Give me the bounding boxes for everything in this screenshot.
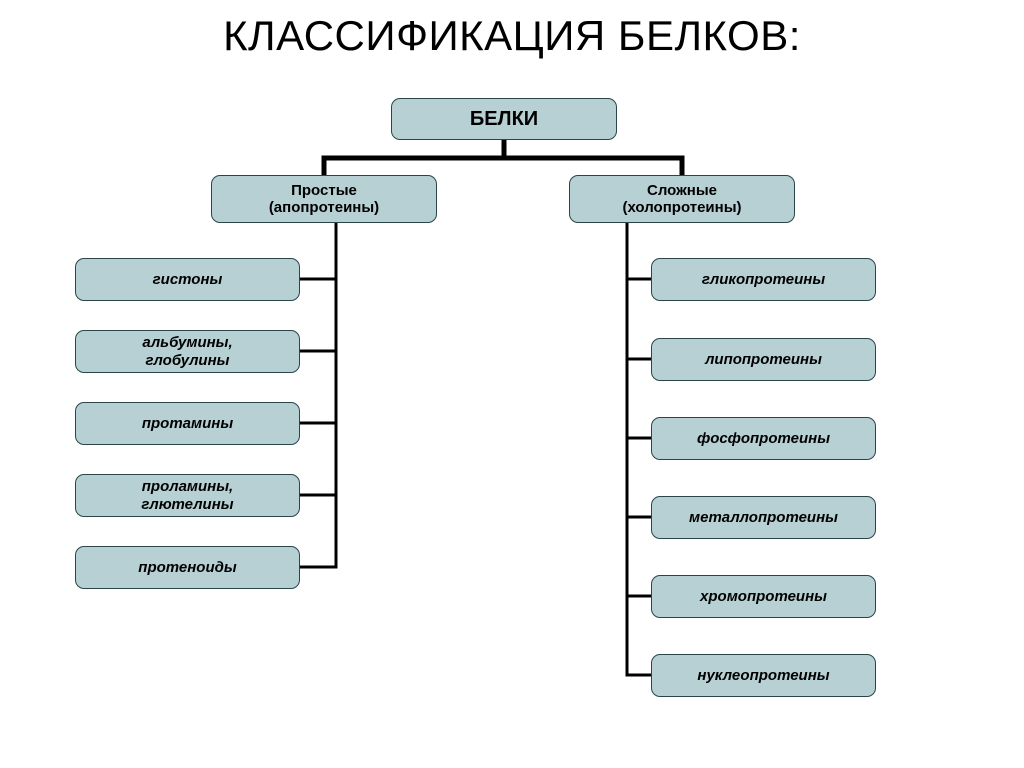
leaf-complex-4: металлопротеины — [651, 496, 876, 539]
leaf-complex-1: гликопротеины — [651, 258, 876, 301]
leaf-simple-2: альбумины, глобулины — [75, 330, 300, 373]
leaf-simple-5: протеноиды — [75, 546, 300, 589]
leaf-complex-5: хромопротеины — [651, 575, 876, 618]
leaf-simple-1: гистоны — [75, 258, 300, 301]
leaf-complex-3: фосфопротеины — [651, 417, 876, 460]
branch-complex: Сложные (холопротеины) — [569, 175, 795, 223]
leaf-complex-6: нуклеопротеины — [651, 654, 876, 697]
branch-simple: Простые (апопротеины) — [211, 175, 437, 223]
leaf-complex-2: липопротеины — [651, 338, 876, 381]
leaf-simple-3: протамины — [75, 402, 300, 445]
diagram-title: КЛАССИФИКАЦИЯ БЕЛКОВ: — [0, 12, 1024, 60]
root-node: БЕЛКИ — [391, 98, 617, 140]
leaf-simple-4: проламины, глютелины — [75, 474, 300, 517]
